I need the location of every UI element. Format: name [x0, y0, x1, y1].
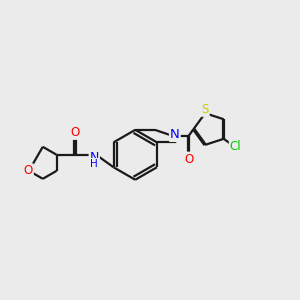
Text: O: O — [24, 164, 33, 177]
Text: H: H — [90, 159, 98, 169]
Text: O: O — [184, 153, 194, 166]
Text: N: N — [90, 151, 99, 164]
Text: S: S — [201, 103, 209, 116]
Text: Cl: Cl — [230, 140, 242, 153]
Text: N: N — [170, 128, 180, 141]
Text: O: O — [70, 126, 80, 139]
